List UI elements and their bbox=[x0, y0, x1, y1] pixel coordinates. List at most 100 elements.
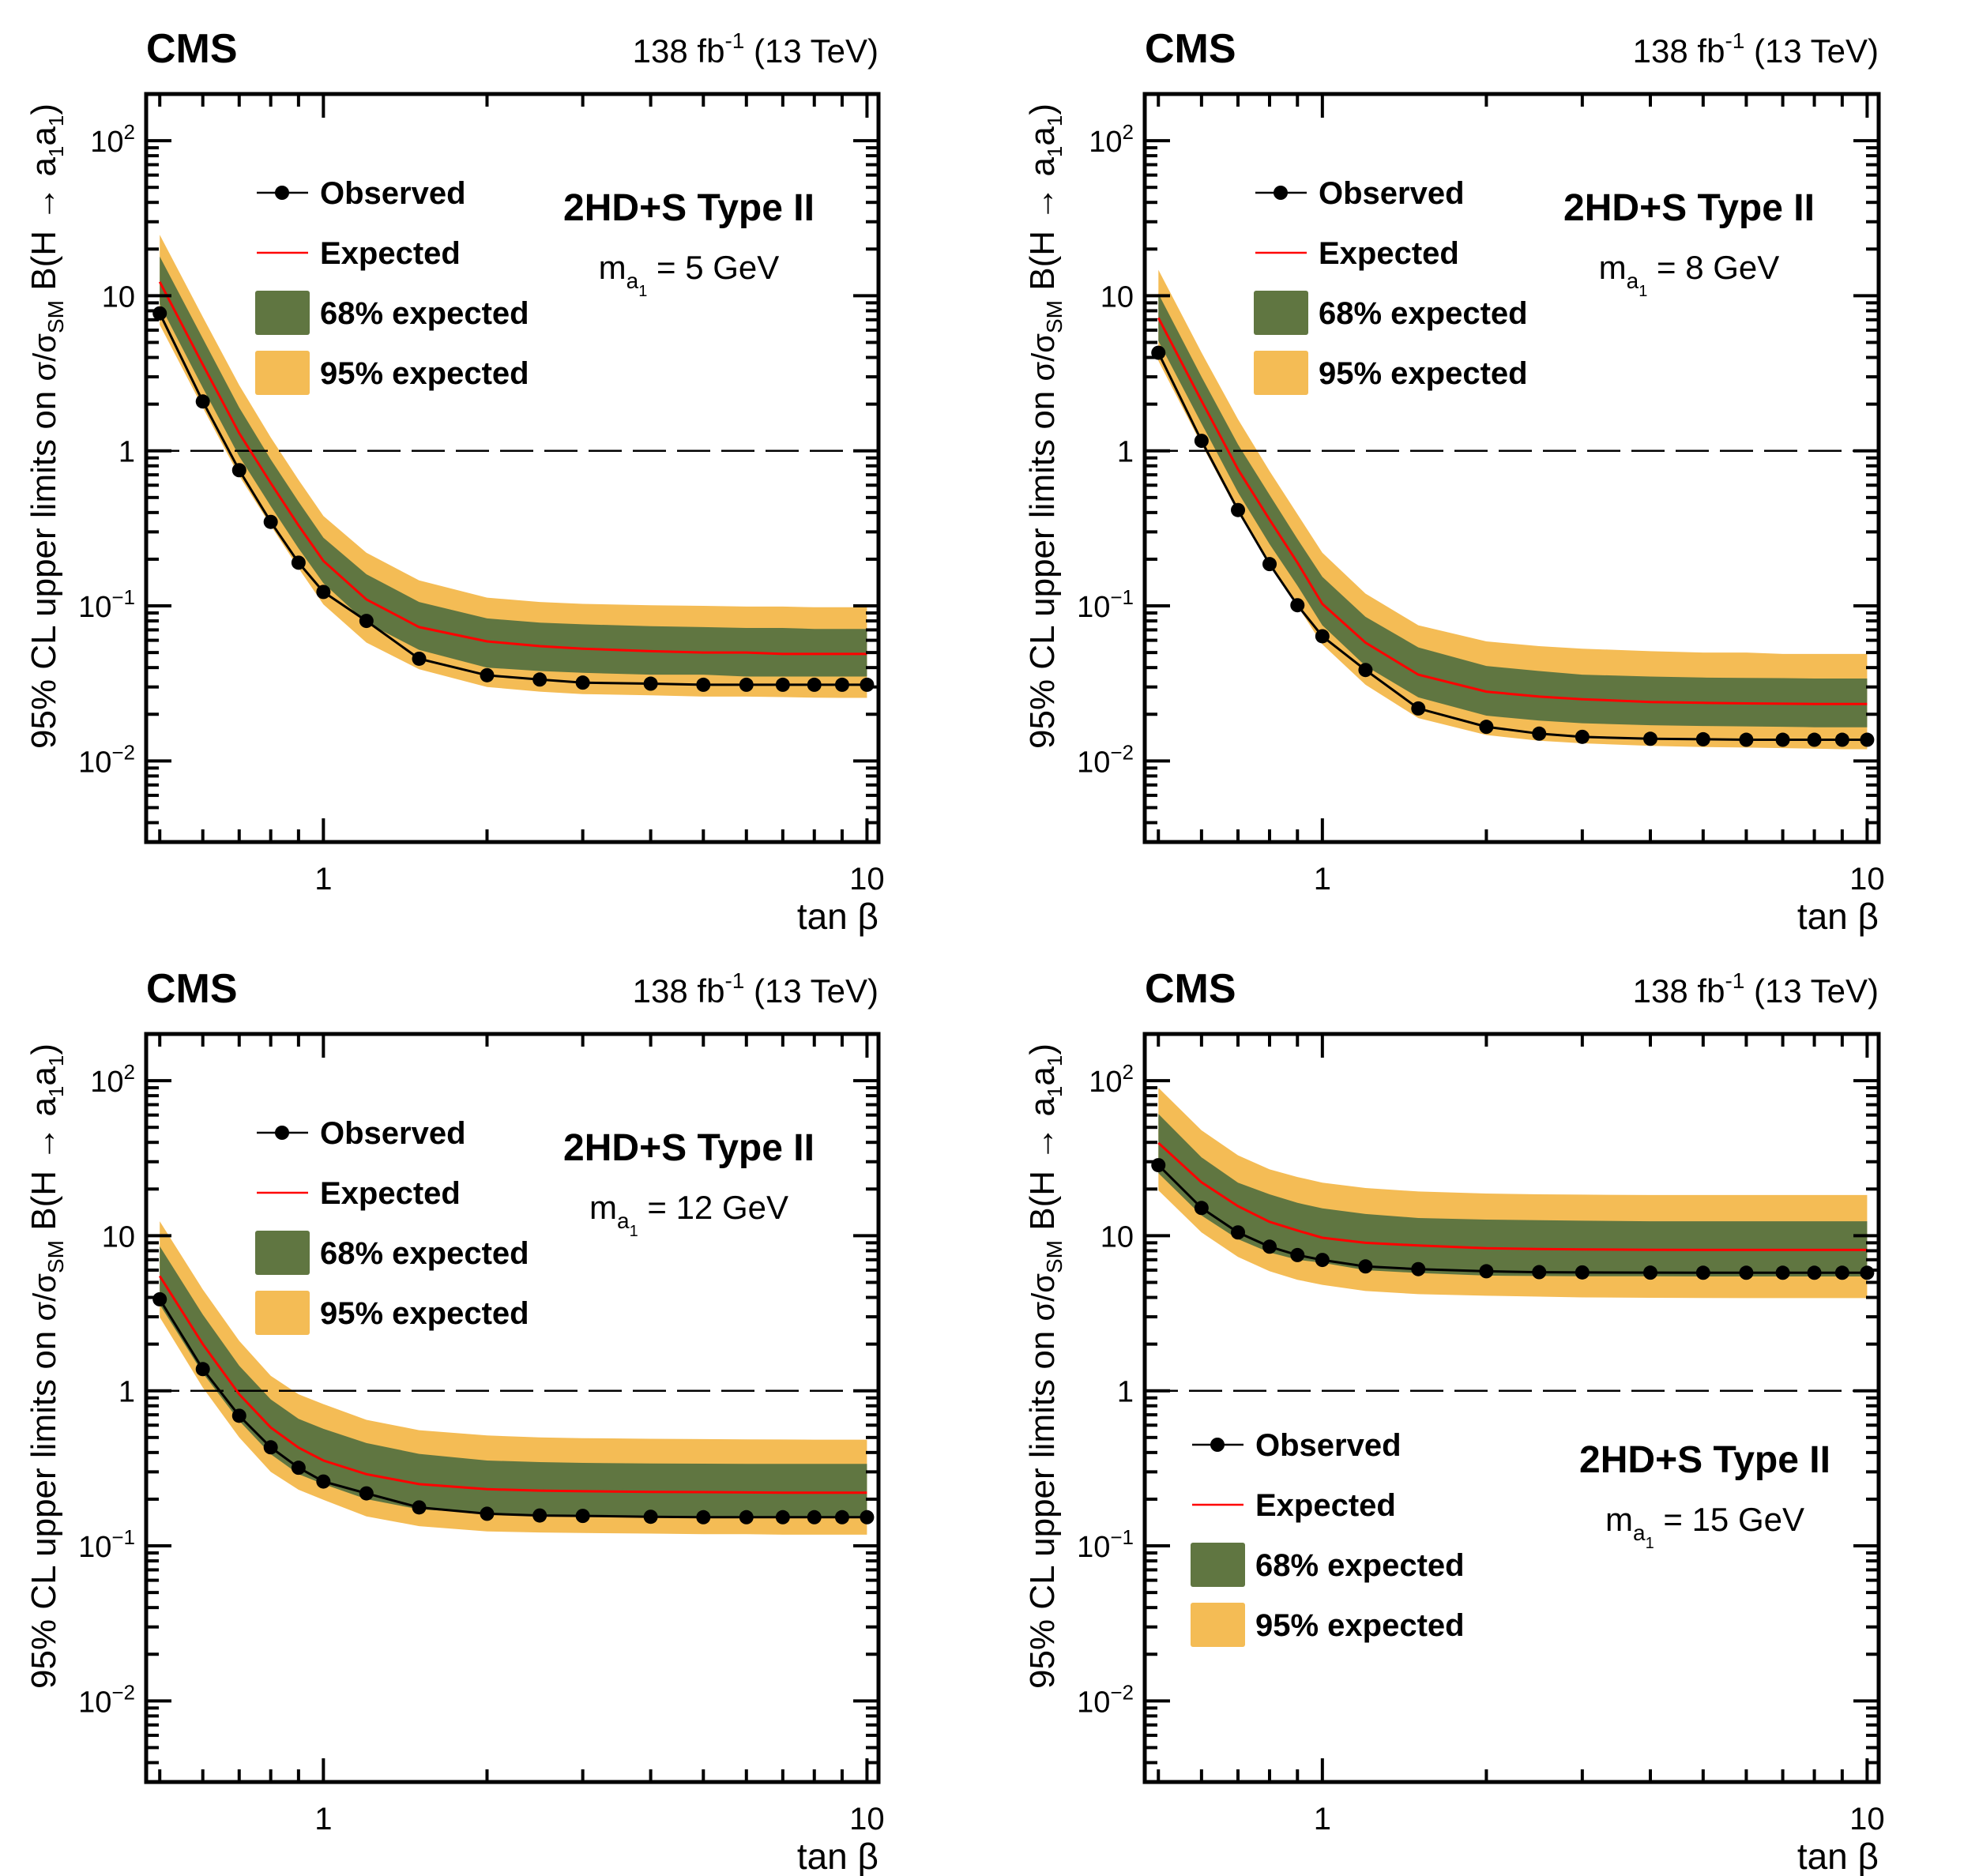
y-tick-label: 10 bbox=[1101, 1220, 1134, 1254]
legend-68-swatch bbox=[255, 291, 310, 335]
y-tick-label: 10−2 bbox=[1077, 1680, 1134, 1719]
observed-point bbox=[1315, 629, 1330, 644]
y-tick-label: 10−2 bbox=[1077, 740, 1134, 779]
legend: Observed Expected 68% expected 95% expected bbox=[255, 176, 529, 395]
y-tick-label: 102 bbox=[90, 1060, 135, 1099]
observed-point bbox=[1194, 434, 1209, 449]
observed-point bbox=[1775, 732, 1790, 747]
observed-point bbox=[1807, 1265, 1822, 1280]
expected-line bbox=[1157, 1141, 1868, 1251]
legend-label: Observed bbox=[1255, 1428, 1402, 1463]
observed-point bbox=[195, 394, 210, 409]
observed-point bbox=[834, 1509, 849, 1524]
mass-label: ma1 = 5 GeV bbox=[599, 249, 780, 300]
observed-point bbox=[1358, 663, 1373, 678]
legend-68-swatch bbox=[1254, 291, 1308, 335]
plot-area bbox=[1145, 269, 1879, 750]
observed-point bbox=[1262, 1239, 1277, 1254]
legend-item: 95% expected bbox=[1254, 351, 1528, 395]
observed-point bbox=[1358, 1259, 1373, 1274]
x-tick-label: 1 bbox=[314, 1802, 332, 1837]
legend-item: Observed bbox=[257, 1116, 466, 1151]
legend-label: 68% expected bbox=[320, 1236, 529, 1271]
observed-point bbox=[291, 555, 306, 570]
y-tick-label: 1 bbox=[1117, 436, 1134, 469]
band-68-expected bbox=[1158, 1114, 1868, 1276]
observed-point bbox=[1479, 720, 1494, 735]
x-tick-label: 1 bbox=[314, 862, 332, 897]
legend-label: 68% expected bbox=[320, 296, 529, 331]
observed-point bbox=[860, 1509, 875, 1524]
observed-point bbox=[739, 1509, 754, 1524]
x-axis-label: tan β bbox=[1797, 1836, 1879, 1876]
observed-point bbox=[195, 1362, 210, 1377]
model-title: 2HD+S Type II bbox=[1563, 187, 1815, 229]
y-tick-label: 10 bbox=[1101, 280, 1134, 314]
y-axis-label: 95% CL upper limits on σ/σSM B(H → a1a1) bbox=[24, 103, 68, 749]
luminosity-label: 138 fb-1 (13 TeV) bbox=[1633, 968, 1879, 1009]
y-axis: 10−2 10−1 1 10 102 bbox=[78, 1032, 879, 1784]
legend-68-swatch bbox=[1191, 1543, 1245, 1587]
observed-point bbox=[1775, 1265, 1790, 1280]
mass-label: ma1 = 15 GeV bbox=[1605, 1501, 1804, 1552]
legend-95-swatch bbox=[1254, 351, 1308, 395]
observed-point bbox=[696, 677, 711, 692]
observed-point bbox=[575, 1509, 590, 1524]
legend-item: Observed bbox=[1192, 1428, 1402, 1463]
observed-point bbox=[807, 677, 822, 692]
legend: Observed Expected 68% expected 95% expected bbox=[1254, 176, 1528, 395]
legend: Observed Expected 68% expected 95% expected bbox=[1191, 1428, 1465, 1647]
observed-point bbox=[1739, 1265, 1754, 1280]
legend-item: Expected bbox=[257, 236, 461, 271]
legend-label: 95% expected bbox=[320, 356, 529, 391]
observed-point bbox=[1411, 701, 1426, 716]
legend-item: Expected bbox=[1192, 1488, 1396, 1523]
legend-item: Expected bbox=[257, 1176, 461, 1211]
model-title: 2HD+S Type II bbox=[1579, 1439, 1830, 1481]
observed-point bbox=[412, 1500, 427, 1515]
x-tick-label: 1 bbox=[1314, 862, 1331, 897]
legend-item: 68% expected bbox=[255, 291, 529, 335]
plot-area bbox=[1145, 1088, 1879, 1392]
legend: Observed Expected 68% expected 95% expected bbox=[255, 1116, 529, 1335]
y-tick-label: 10−1 bbox=[1077, 585, 1134, 624]
observed-point bbox=[1575, 729, 1590, 744]
observed-point bbox=[643, 676, 658, 691]
x-axis-label: tan β bbox=[797, 1836, 879, 1876]
observed-point bbox=[1695, 1265, 1710, 1280]
legend-95-swatch bbox=[255, 1291, 310, 1335]
observed-point bbox=[1532, 726, 1547, 741]
observed-point bbox=[834, 677, 849, 692]
legend-label: Observed bbox=[320, 176, 466, 211]
luminosity-label: 138 fb-1 (13 TeV) bbox=[1633, 28, 1879, 70]
band-68-expected bbox=[160, 1246, 867, 1518]
observed-point bbox=[231, 1408, 246, 1423]
model-title: 2HD+S Type II bbox=[563, 187, 815, 229]
legend-item: 95% expected bbox=[255, 1291, 529, 1335]
x-axis-label: tan β bbox=[797, 896, 879, 937]
legend-item: Observed bbox=[1255, 176, 1465, 211]
legend-item: Expected bbox=[1255, 236, 1459, 271]
observed-point bbox=[359, 1486, 374, 1501]
observed-point bbox=[1262, 557, 1277, 572]
observed-point bbox=[1834, 732, 1849, 747]
observed-point bbox=[1575, 1265, 1590, 1280]
legend-item: 68% expected bbox=[1254, 291, 1528, 335]
expected-line bbox=[1157, 317, 1868, 705]
mass-label: ma1 = 12 GeV bbox=[589, 1189, 788, 1240]
observed-point bbox=[1834, 1265, 1849, 1280]
x-tick-label: 10 bbox=[849, 862, 885, 897]
observed-point bbox=[775, 677, 790, 692]
y-tick-label: 102 bbox=[1089, 120, 1134, 159]
observed-point bbox=[152, 1291, 167, 1306]
y-tick-label: 10 bbox=[102, 280, 135, 314]
legend-item: Observed bbox=[257, 176, 466, 211]
y-axis-label: 95% CL upper limits on σ/σSM B(H → a1a1) bbox=[1023, 103, 1067, 749]
observed-point bbox=[1194, 1201, 1209, 1216]
y-axis-label: 95% CL upper limits on σ/σSM B(H → a1a1) bbox=[24, 1043, 68, 1689]
